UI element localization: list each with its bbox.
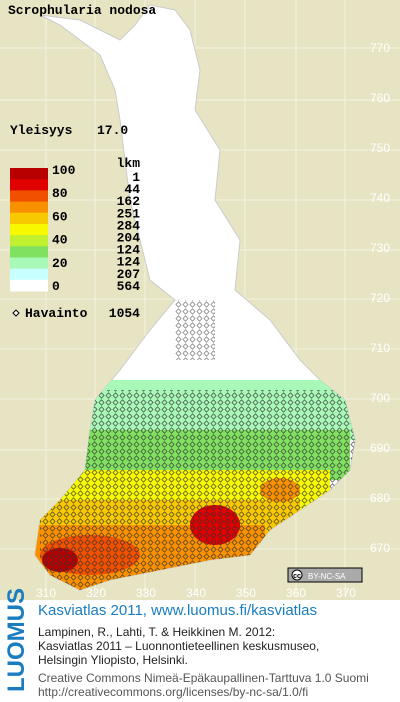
observation-label: Havainto [25, 306, 88, 321]
citation-line: Lampinen, R., Lahti, T. & Heikkinen M. 2… [38, 625, 275, 639]
legend-count: 162 [117, 194, 141, 209]
legend-count: 44 [124, 182, 140, 197]
legend-count: 124 [117, 243, 141, 258]
legend-swatch [10, 235, 48, 247]
legend-count: 284 [117, 218, 141, 233]
legend-swatch [10, 268, 48, 281]
license-badge: cc BY-NC-SA [287, 567, 363, 583]
legend-count: 1 [132, 170, 140, 185]
legend-swatch [10, 212, 48, 225]
legend-percent: 60 [52, 209, 68, 224]
legend-swatch [10, 257, 48, 270]
legend-count: 207 [117, 267, 140, 282]
legend-swatch [10, 179, 48, 191]
svg-text:cc: cc [293, 573, 301, 580]
x-axis-label: 330 [136, 586, 156, 600]
headline: Kasviatlas 2011, www.luomus.fi/kasviatla… [38, 602, 317, 619]
y-axis-label: 680 [370, 491, 390, 505]
x-axis-label: 340 [186, 586, 206, 600]
y-axis-label: 760 [370, 91, 390, 105]
distribution [35, 300, 355, 590]
legend-percent: 40 [52, 233, 68, 248]
x-axis-label: 320 [86, 586, 106, 600]
legend-swatch [10, 246, 48, 258]
legend-count: 204 [117, 231, 141, 246]
citation-line: Kasviatlas 2011 – Luonnontieteellinen ke… [38, 639, 319, 653]
logo: LUOMUS [3, 588, 30, 692]
legend-count: 564 [117, 279, 141, 294]
count-header: lkm [117, 156, 141, 171]
y-axis-label: 710 [370, 341, 390, 355]
y-axis-label: 690 [370, 441, 390, 455]
citation-line: Helsingin Yliopisto, Helsinki. [38, 653, 188, 667]
observation-icon [12, 309, 20, 317]
legend-swatch [10, 279, 48, 292]
y-axis-label: 720 [370, 291, 390, 305]
y-axis-label: 670 [370, 541, 390, 555]
legend-count: 251 [117, 206, 141, 221]
license-line: Creative Commons Nimeä-Epäkaupallinen-Ta… [38, 671, 369, 685]
observation-count: 1054 [109, 306, 140, 321]
frequency-value: 17.0 [97, 123, 128, 138]
y-axis-label: 730 [370, 241, 390, 255]
legend-swatch [10, 168, 48, 180]
legend-percent: 20 [52, 256, 68, 271]
y-axis-label: 770 [370, 41, 390, 55]
license-badge-text: BY-NC-SA [308, 572, 346, 581]
y-axis-label: 700 [370, 391, 390, 405]
legend-percent: 0 [52, 279, 60, 294]
x-axis-label: 370 [336, 586, 356, 600]
species-title: Scrophularia nodosa [8, 3, 156, 18]
legend-swatch [10, 223, 48, 236]
legend-swatch [10, 201, 48, 214]
legend-percent: 100 [52, 163, 76, 178]
legend-swatch [10, 190, 48, 203]
y-axis-label: 750 [370, 141, 390, 155]
x-axis-label: 350 [236, 586, 256, 600]
frequency-label: Yleisyys [10, 123, 73, 138]
license-line: http://creativecommons.org/licenses/by-n… [38, 685, 308, 699]
x-axis-label: 360 [286, 586, 306, 600]
x-axis-label: 310 [36, 586, 56, 600]
legend-count: 124 [117, 255, 141, 270]
y-axis-label: 740 [370, 191, 390, 205]
legend-percent: 80 [52, 186, 68, 201]
